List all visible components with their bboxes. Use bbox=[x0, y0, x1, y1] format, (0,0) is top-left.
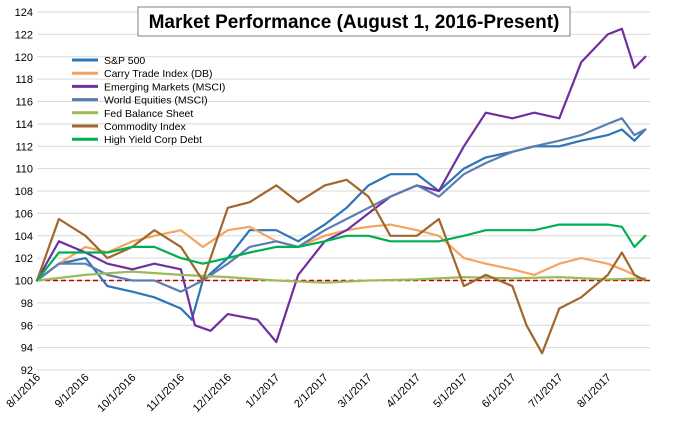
y-tick-label: 100 bbox=[15, 276, 33, 288]
y-tick-label: 112 bbox=[15, 141, 33, 153]
series-line bbox=[35, 27, 647, 344]
y-tick-label: 106 bbox=[15, 208, 33, 220]
y-tick-label: 102 bbox=[15, 253, 33, 265]
y-tick-label: 120 bbox=[15, 52, 33, 64]
series-line bbox=[35, 223, 647, 282]
y-tick-label: 110 bbox=[15, 164, 33, 176]
y-tick-label: 124 bbox=[15, 7, 33, 19]
y-tick-label: 116 bbox=[15, 97, 33, 109]
legend-entry: S&P 500 bbox=[104, 55, 145, 67]
series-lines bbox=[35, 27, 647, 355]
title-frame bbox=[137, 6, 571, 37]
legend-entry: World Equities (MSCI) bbox=[104, 95, 208, 107]
y-tick-label: 94 bbox=[21, 343, 33, 355]
y-axis-tick-labels: 92 94 96 98 100 102 104 106 108 110 112 114 116 118 12… bbox=[15, 7, 33, 377]
legend-entry: High Yield Corp Debt bbox=[104, 134, 202, 146]
series-line bbox=[35, 270, 647, 284]
chart-title: Market Performance (August 1, 2016-Prese… bbox=[149, 12, 560, 33]
legend-entry: Commodity Index bbox=[104, 121, 186, 133]
y-tick-label: 118 bbox=[15, 74, 33, 86]
y-tick-label: 104 bbox=[15, 231, 33, 243]
chart-title-box: Market Performance (August 1, 2016-Prese… bbox=[137, 6, 571, 37]
y-tick-label: 122 bbox=[15, 29, 33, 41]
y-tick-label: 96 bbox=[21, 320, 33, 332]
y-tick-label: 114 bbox=[15, 119, 33, 131]
legend-entry: Carry Trade Index (DB) bbox=[104, 68, 213, 80]
series-line bbox=[35, 128, 647, 321]
y-tick-label: 108 bbox=[15, 186, 33, 198]
series-line bbox=[35, 117, 647, 293]
series-line bbox=[35, 178, 647, 355]
y-tick-label: 98 bbox=[21, 298, 33, 310]
y-tick-label: 92 bbox=[21, 365, 33, 377]
legend-entry: Emerging Markets (MSCI) bbox=[104, 81, 225, 93]
legend-entry: Fed Balance Sheet bbox=[104, 108, 193, 120]
